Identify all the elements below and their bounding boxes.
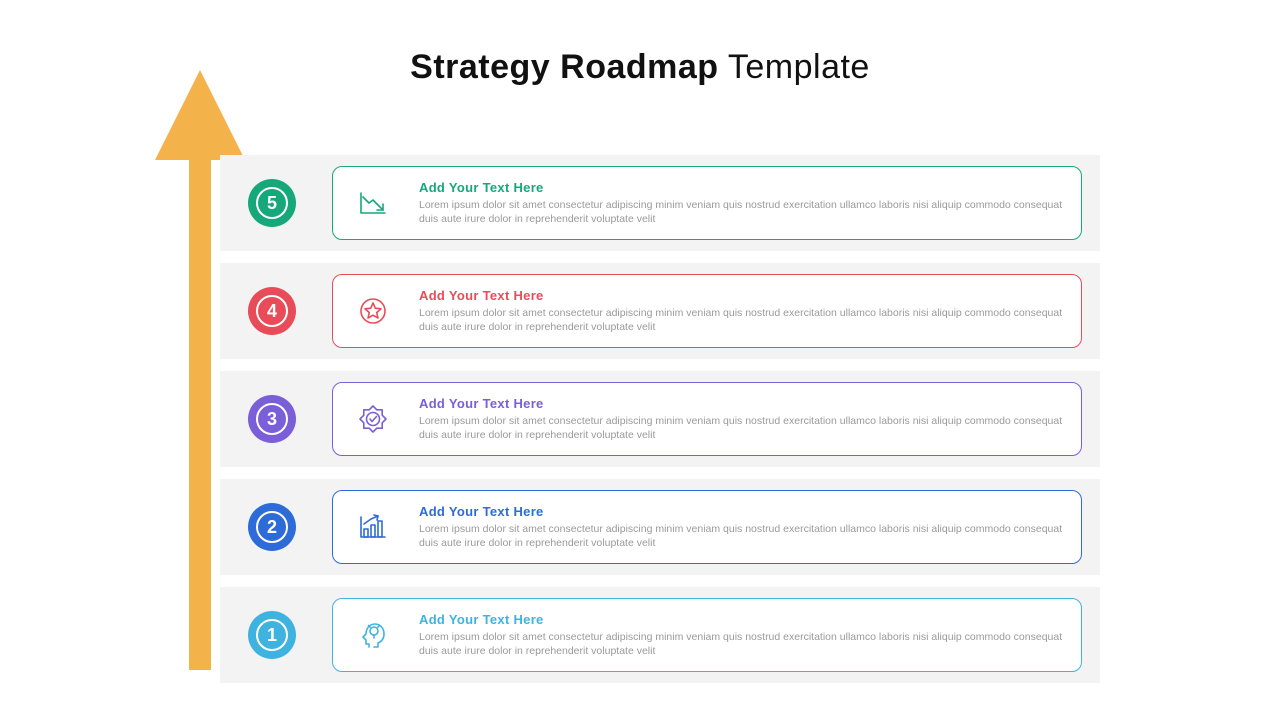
step-heading: Add Your Text Here	[419, 396, 1063, 411]
step-card: Add Your Text Here Lorem ipsum dolor sit …	[332, 166, 1082, 240]
step-badge: 3	[248, 395, 296, 443]
step-text: Add Your Text Here Lorem ipsum dolor sit …	[419, 612, 1063, 658]
step-heading: Add Your Text Here	[419, 180, 1063, 195]
step-heading: Add Your Text Here	[419, 504, 1063, 519]
roadmap-row: 4 Add Your Text Here Lorem ipsum dolor sit…	[220, 263, 1100, 359]
step-badge: 1	[248, 611, 296, 659]
step-number: 3	[256, 403, 288, 435]
step-number: 4	[256, 295, 288, 327]
roadmap-row: 2 Add Your Text Here Lorem ipsum dolor sit…	[220, 479, 1100, 575]
step-badge: 2	[248, 503, 296, 551]
roadmap-row: 3 Add Your Text Here Lorem ipsum dolor sit…	[220, 371, 1100, 467]
roadmap-rows: 5 Add Your Text Here Lorem ipsum dolor sit…	[220, 155, 1100, 695]
chart-up-icon	[351, 505, 395, 549]
step-text: Add Your Text Here Lorem ipsum dolor sit …	[419, 288, 1063, 334]
roadmap-row: 5 Add Your Text Here Lorem ipsum dolor sit…	[220, 155, 1100, 251]
step-number: 2	[256, 511, 288, 543]
step-number: 1	[256, 619, 288, 651]
step-body: Lorem ipsum dolor sit amet consectetur a…	[419, 198, 1063, 226]
step-body: Lorem ipsum dolor sit amet consectetur a…	[419, 630, 1063, 658]
step-text: Add Your Text Here Lorem ipsum dolor sit …	[419, 504, 1063, 550]
step-badge: 4	[248, 287, 296, 335]
step-card: Add Your Text Here Lorem ipsum dolor sit …	[332, 598, 1082, 672]
step-card: Add Your Text Here Lorem ipsum dolor sit …	[332, 490, 1082, 564]
step-text: Add Your Text Here Lorem ipsum dolor sit …	[419, 396, 1063, 442]
step-body: Lorem ipsum dolor sit amet consectetur a…	[419, 522, 1063, 550]
step-body: Lorem ipsum dolor sit amet consectetur a…	[419, 306, 1063, 334]
head-bulb-icon	[351, 613, 395, 657]
star-badge-icon	[351, 289, 395, 333]
step-number: 5	[256, 187, 288, 219]
step-body: Lorem ipsum dolor sit amet consectetur a…	[419, 414, 1063, 442]
step-heading: Add Your Text Here	[419, 612, 1063, 627]
step-badge: 5	[248, 179, 296, 227]
seal-check-icon	[351, 397, 395, 441]
step-text: Add Your Text Here Lorem ipsum dolor sit …	[419, 180, 1063, 226]
step-heading: Add Your Text Here	[419, 288, 1063, 303]
title-bold: Strategy Roadmap	[410, 48, 718, 86]
step-card: Add Your Text Here Lorem ipsum dolor sit …	[332, 382, 1082, 456]
title-light: Template	[719, 48, 870, 86]
roadmap-row: 1 Add Your Text Here Lorem ipsum dolor sit…	[220, 587, 1100, 683]
step-card: Add Your Text Here Lorem ipsum dolor sit …	[332, 274, 1082, 348]
chart-down-icon	[351, 181, 395, 225]
